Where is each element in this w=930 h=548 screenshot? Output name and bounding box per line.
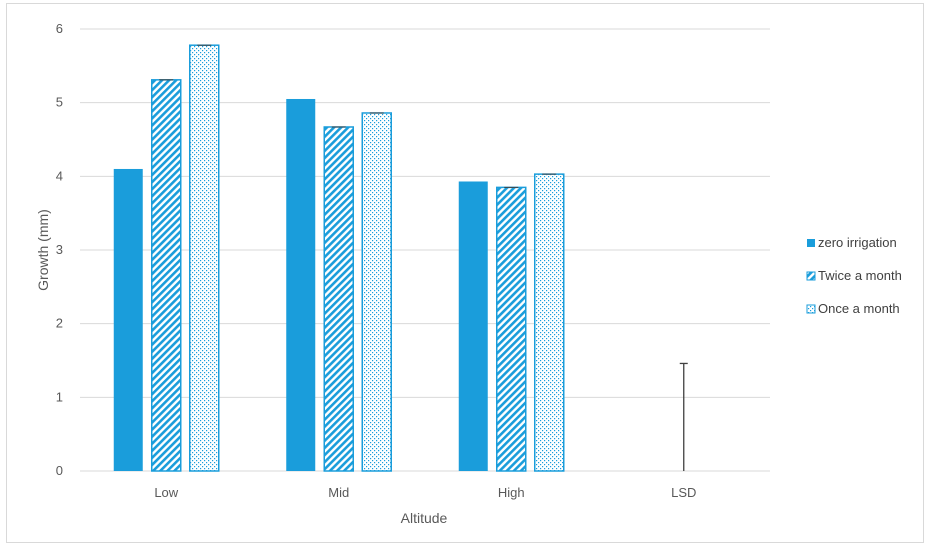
x-axis-title: Altitude	[401, 510, 448, 526]
x-tick-label: Low	[154, 485, 178, 500]
x-tick-label: High	[498, 485, 525, 500]
y-tick-label: 2	[56, 316, 63, 331]
legend-label: Twice a month	[818, 268, 902, 283]
y-tick-label: 0	[56, 463, 63, 478]
gridlines	[80, 28, 770, 472]
legend-swatch	[806, 304, 816, 314]
legend: zero irrigation Twice a month Once a month	[806, 235, 902, 316]
y-tick-label: 1	[56, 389, 63, 404]
bar-twice-a-month-low	[151, 79, 182, 472]
legend-label: zero irrigation	[818, 235, 897, 250]
y-axis-title: Growth (mm)	[35, 209, 51, 291]
legend-label: Once a month	[818, 301, 900, 316]
y-axis-ticks: 0 1 2 3 4 5 6	[56, 21, 63, 478]
bars	[113, 44, 688, 472]
x-tick-label: LSD	[671, 485, 696, 500]
y-tick-label: 3	[56, 242, 63, 257]
bar-once-a-month-low	[189, 44, 220, 472]
bar-zero-irrigation-low	[113, 168, 143, 471]
bar-zero-irrigation-high	[458, 181, 488, 472]
chart-frame	[6, 3, 924, 543]
bar-once-a-month-mid	[361, 112, 392, 472]
bar-zero-irrigation-mid	[286, 98, 316, 471]
legend-swatch	[806, 271, 816, 281]
legend-swatch	[807, 239, 815, 247]
y-tick-label: 6	[56, 21, 63, 36]
y-tick-label: 4	[56, 168, 63, 183]
x-tick-label: Mid	[328, 485, 349, 500]
bar-twice-a-month-mid	[323, 126, 354, 472]
bar-once-a-month-high	[534, 173, 565, 472]
y-tick-label: 5	[56, 95, 63, 110]
bar-twice-a-month-high	[496, 186, 527, 472]
x-axis-ticks: Low Mid High LSD	[154, 485, 696, 500]
